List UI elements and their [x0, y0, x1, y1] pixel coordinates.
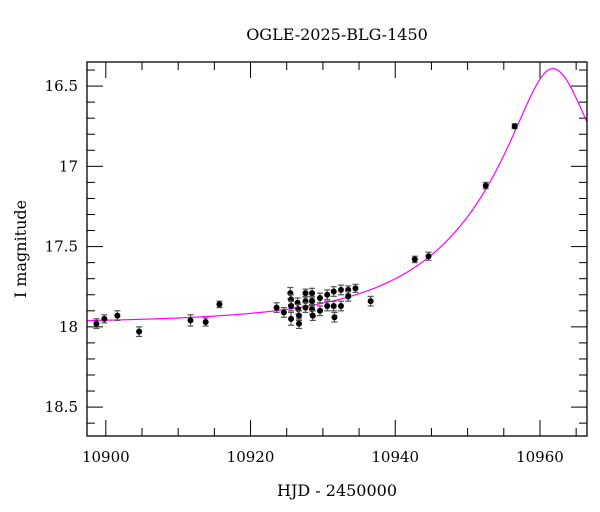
data-point: [302, 304, 309, 311]
model-curve: [87, 68, 587, 322]
y-tick-label: 18.5: [45, 398, 78, 416]
data-point: [337, 286, 344, 293]
y-axis-label: I magnitude: [11, 200, 30, 298]
data-point: [511, 123, 518, 130]
data-point: [114, 312, 121, 319]
chart-title: OGLE-2025-BLG-1450: [246, 25, 428, 44]
data-point: [330, 288, 337, 295]
x-tick-label: 10920: [227, 448, 275, 466]
data-point: [331, 314, 338, 321]
data-point: [280, 309, 287, 316]
data-point: [309, 312, 316, 319]
data-point: [288, 315, 295, 322]
data-point: [345, 293, 352, 300]
data-point: [101, 315, 108, 322]
data-point: [411, 256, 418, 263]
data-point: [316, 307, 323, 314]
data-point: [216, 301, 223, 308]
data-point: [187, 317, 194, 324]
x-tick-label: 10940: [371, 448, 419, 466]
data-point: [288, 302, 295, 309]
data-point: [93, 320, 100, 327]
data-point: [302, 290, 309, 297]
data-point: [309, 298, 316, 305]
x-tick-label: 10900: [82, 448, 130, 466]
data-point: [309, 290, 316, 297]
x-tick-label: 10960: [516, 448, 564, 466]
plot-frame: [86, 61, 588, 437]
data-point: [337, 302, 344, 309]
y-tick-label: 17: [59, 157, 78, 175]
y-tick-label: 18: [59, 318, 78, 336]
data-point: [425, 253, 432, 260]
data-point: [202, 319, 209, 326]
data-point: [136, 328, 143, 335]
x-axis-label: HJD - 2450000: [277, 481, 397, 500]
data-point: [296, 312, 303, 319]
y-tick-label: 17.5: [45, 238, 78, 256]
y-tick-label: 16.5: [45, 77, 78, 95]
data-point: [330, 302, 337, 309]
data-point: [324, 302, 331, 309]
data-point: [367, 298, 374, 305]
data-point: [296, 320, 303, 327]
data-point: [324, 291, 331, 298]
data-point: [352, 285, 359, 292]
data-point: [482, 182, 489, 189]
data-point: [273, 304, 280, 311]
data-point: [316, 294, 323, 301]
